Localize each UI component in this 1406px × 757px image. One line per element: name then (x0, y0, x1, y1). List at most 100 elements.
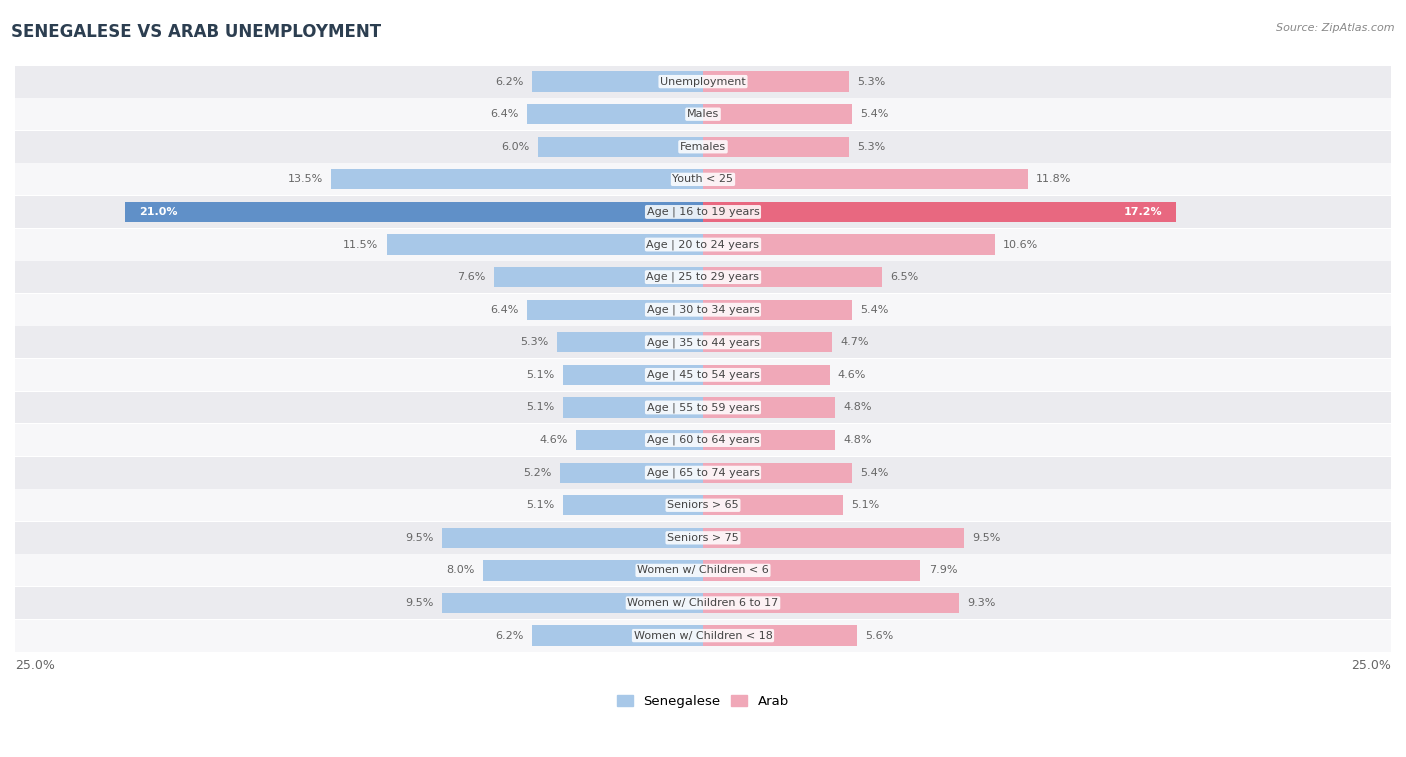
Text: 6.5%: 6.5% (890, 272, 918, 282)
Bar (15, 229, 1391, 260)
Bar (15, 98, 1391, 130)
Text: 5.1%: 5.1% (852, 500, 880, 510)
Legend: Senegalese, Arab: Senegalese, Arab (612, 690, 794, 713)
Text: 5.3%: 5.3% (858, 76, 886, 86)
Bar (15, 522, 1391, 554)
Text: Females: Females (681, 142, 725, 151)
Bar (15, 261, 1391, 293)
Text: Women w/ Children < 6: Women w/ Children < 6 (637, 565, 769, 575)
Bar (15, 196, 1391, 228)
Bar (703, 202, 1177, 222)
Text: Seniors > 75: Seniors > 75 (666, 533, 740, 543)
Text: Age | 35 to 44 years: Age | 35 to 44 years (647, 337, 759, 347)
Bar (703, 170, 1028, 189)
Text: 4.8%: 4.8% (844, 403, 872, 413)
Bar (703, 71, 849, 92)
Text: 11.5%: 11.5% (343, 239, 378, 250)
Text: Age | 65 to 74 years: Age | 65 to 74 years (647, 467, 759, 478)
Bar (15, 489, 1391, 522)
Bar (703, 365, 830, 385)
Bar (15, 294, 1391, 326)
Text: Age | 60 to 64 years: Age | 60 to 64 years (647, 435, 759, 445)
Bar (703, 332, 832, 353)
Text: 10.6%: 10.6% (1002, 239, 1038, 250)
Text: Women w/ Children 6 to 17: Women w/ Children 6 to 17 (627, 598, 779, 608)
Text: 7.6%: 7.6% (457, 272, 485, 282)
Text: 9.5%: 9.5% (405, 598, 433, 608)
Text: 6.0%: 6.0% (502, 142, 530, 151)
Text: 5.2%: 5.2% (523, 468, 551, 478)
Bar (538, 137, 703, 157)
Text: 9.5%: 9.5% (405, 533, 433, 543)
Bar (15, 131, 1391, 163)
Bar (15, 587, 1391, 619)
Bar (527, 300, 703, 319)
Bar (703, 235, 994, 254)
Bar (562, 397, 703, 418)
Bar (703, 397, 835, 418)
Text: 25.0%: 25.0% (15, 659, 55, 672)
Bar (15, 359, 1391, 391)
Bar (15, 326, 1391, 358)
Bar (703, 495, 844, 516)
Text: 5.1%: 5.1% (526, 370, 554, 380)
Text: 4.6%: 4.6% (838, 370, 866, 380)
Text: 7.9%: 7.9% (929, 565, 957, 575)
Text: 4.7%: 4.7% (841, 338, 869, 347)
Bar (576, 430, 703, 450)
Bar (15, 164, 1391, 195)
Text: Age | 30 to 34 years: Age | 30 to 34 years (647, 304, 759, 315)
Text: Source: ZipAtlas.com: Source: ZipAtlas.com (1277, 23, 1395, 33)
Bar (703, 137, 849, 157)
Text: Women w/ Children < 18: Women w/ Children < 18 (634, 631, 772, 640)
Text: 25.0%: 25.0% (1351, 659, 1391, 672)
Bar (441, 528, 703, 548)
Bar (560, 463, 703, 483)
Text: 8.0%: 8.0% (446, 565, 475, 575)
Text: 5.3%: 5.3% (520, 338, 548, 347)
Bar (703, 528, 965, 548)
Bar (703, 560, 921, 581)
Bar (332, 170, 703, 189)
Bar (562, 495, 703, 516)
Bar (533, 625, 703, 646)
Text: 4.8%: 4.8% (844, 435, 872, 445)
Bar (703, 593, 959, 613)
Bar (15, 456, 1391, 488)
Bar (527, 104, 703, 124)
Text: Age | 25 to 29 years: Age | 25 to 29 years (647, 272, 759, 282)
Text: SENEGALESE VS ARAB UNEMPLOYMENT: SENEGALESE VS ARAB UNEMPLOYMENT (11, 23, 381, 41)
Text: 5.6%: 5.6% (865, 631, 894, 640)
Bar (703, 104, 852, 124)
Text: 5.1%: 5.1% (526, 403, 554, 413)
Bar (703, 430, 835, 450)
Text: 5.4%: 5.4% (860, 468, 889, 478)
Bar (387, 235, 703, 254)
Bar (562, 365, 703, 385)
Bar (533, 71, 703, 92)
Bar (482, 560, 703, 581)
Bar (494, 267, 703, 287)
Bar (15, 66, 1391, 98)
Bar (703, 463, 852, 483)
Text: 9.3%: 9.3% (967, 598, 995, 608)
Text: 5.4%: 5.4% (860, 109, 889, 119)
Text: 6.4%: 6.4% (491, 305, 519, 315)
Bar (557, 332, 703, 353)
Text: 6.2%: 6.2% (496, 76, 524, 86)
Text: Youth < 25: Youth < 25 (672, 174, 734, 185)
Text: 9.5%: 9.5% (973, 533, 1001, 543)
Text: 6.2%: 6.2% (496, 631, 524, 640)
Bar (15, 391, 1391, 423)
Text: Males: Males (688, 109, 718, 119)
Bar (15, 620, 1391, 652)
Bar (125, 202, 703, 222)
Bar (15, 424, 1391, 456)
Bar (703, 625, 858, 646)
Text: 5.3%: 5.3% (858, 142, 886, 151)
Bar (15, 554, 1391, 587)
Text: Seniors > 65: Seniors > 65 (668, 500, 738, 510)
Text: 5.1%: 5.1% (526, 500, 554, 510)
Text: 17.2%: 17.2% (1123, 207, 1163, 217)
Text: 6.4%: 6.4% (491, 109, 519, 119)
